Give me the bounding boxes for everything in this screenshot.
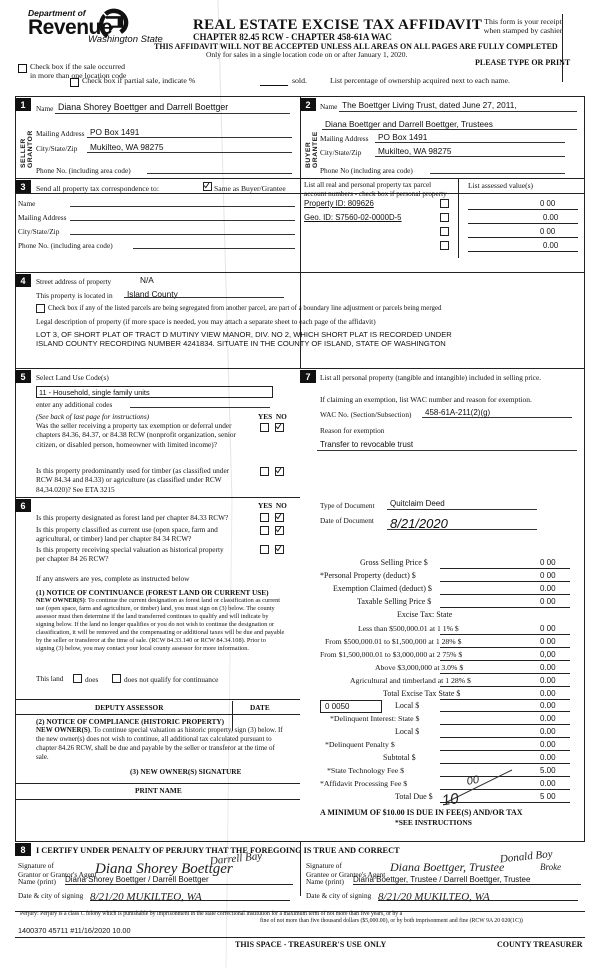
svg-text:Broke: Broke (540, 862, 561, 872)
svg-text:8/21/20 MUKILTEO, WA: 8/21/20 MUKILTEO, WA (90, 891, 202, 903)
svg-text:8/21/20 MUKILTEO, WA: 8/21/20 MUKILTEO, WA (378, 891, 490, 903)
svg-text:10: 10 (442, 790, 460, 807)
svg-text:Darrell Bay: Darrell Bay (210, 850, 263, 868)
svg-text:00: 00 (466, 774, 481, 788)
svg-text:Diana Boettger, Trustee: Diana Boettger, Trustee (390, 860, 505, 874)
